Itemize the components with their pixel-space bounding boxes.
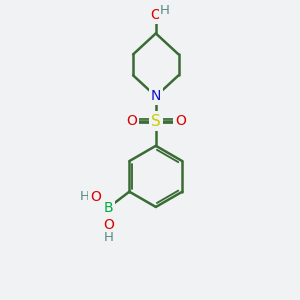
Text: O: O [90,190,101,204]
Text: H: H [160,4,170,16]
Text: O: O [150,8,161,22]
Text: O: O [175,114,186,128]
Text: B: B [103,201,113,215]
Text: H: H [80,190,90,203]
Text: S: S [151,114,161,129]
Text: O: O [103,218,114,232]
Text: O: O [126,114,137,128]
Text: N: N [151,89,161,103]
Text: H: H [103,231,113,244]
